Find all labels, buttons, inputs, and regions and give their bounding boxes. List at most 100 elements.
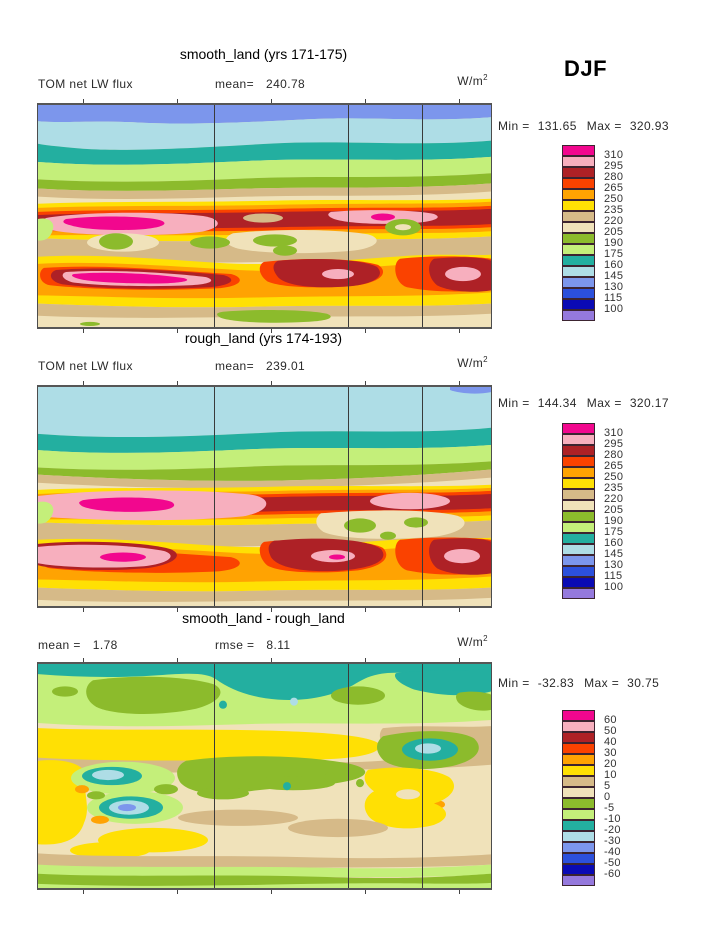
minmax-readout-difference: Min = -32.83 Max = 30.75 [498, 676, 723, 690]
colorbar-swatch [562, 156, 595, 167]
max-value: 320.93 [629, 119, 669, 133]
colorbar-swatch [562, 544, 595, 555]
colorbar-level-label: 115 [604, 292, 623, 304]
colorbar-swatch [562, 831, 595, 842]
colorbar-level-label: 265 [604, 460, 624, 472]
colorbar-level-label: -60 [604, 868, 621, 880]
map-rough-land [37, 381, 492, 612]
colorbar-swatch [562, 732, 595, 743]
colorbar-swatch [562, 255, 595, 266]
colorbar-level-label: 265 [604, 182, 624, 194]
map-gridline [214, 387, 215, 606]
colorbar-swatch [562, 566, 595, 577]
colorbar-level-label: 235 [604, 204, 624, 216]
map-difference [37, 658, 492, 894]
colorbar-swatch [562, 842, 595, 853]
colorbar-level-label: 280 [604, 171, 624, 183]
units-label: W/m2 [457, 355, 488, 370]
map-gridline [214, 664, 215, 888]
colorbar-level-label: 250 [604, 471, 624, 483]
colorbar-swatch [562, 853, 595, 864]
colorbar-level-label: 115 [604, 570, 623, 582]
colorbar-swatch [562, 288, 595, 299]
max-label: Max = [584, 676, 620, 690]
colorbar-level-label: 130 [604, 559, 624, 571]
axis-tick [177, 381, 178, 385]
axis-tick [83, 658, 84, 662]
colorbar-level-label: 190 [604, 515, 624, 527]
colorbar-level-label: 130 [604, 281, 624, 293]
mean-label: mean= [215, 359, 255, 373]
colorbar-swatch [562, 145, 595, 156]
colorbar-swatch [562, 277, 595, 288]
colorbar-level-label: 310 [604, 149, 624, 161]
axis-tick [271, 99, 272, 103]
colorbar-level-label: 205 [604, 504, 624, 516]
colorbar-swatch [562, 765, 595, 776]
field-label-text: TOM net LW flux [38, 359, 133, 373]
colorbar-level-label: 10 [604, 769, 617, 781]
stats-row-rough-land: TOM net LW flux mean= 239.01 W/m2 [37, 355, 490, 375]
mean-stat: mean= 239.01 [215, 359, 305, 373]
colorbar-level-label: 160 [604, 259, 624, 271]
colorbar-swatch [562, 467, 595, 478]
axis-tick [365, 381, 366, 385]
colorbar-rough-land: 310 295 280 265 250 235 220 205 190 175 160 145 130 1… [562, 423, 657, 601]
colorbar-level-label: 295 [604, 438, 624, 450]
stats-row-difference: mean = 1.78 rmse = 8.11 W/m2 [37, 634, 490, 654]
colorbar-swatch [562, 299, 595, 310]
mean-value: 239.01 [266, 359, 306, 373]
map-svg-difference [38, 664, 491, 888]
axis-tick [459, 608, 460, 612]
colorbar-swatch [562, 875, 595, 886]
axis-tick [271, 658, 272, 662]
rmse-stat: rmse = 8.11 [215, 638, 291, 652]
axis-tick [177, 890, 178, 894]
colorbar-swatch [562, 864, 595, 875]
colorbar-swatch [562, 710, 595, 721]
max-value: 320.17 [629, 396, 669, 410]
colorbar-level-label: 175 [604, 248, 624, 260]
colorbar-level-label: 310 [604, 427, 624, 439]
mean-stat: mean= 240.78 [215, 77, 305, 91]
axis-tick [83, 99, 84, 103]
axis-tick [271, 890, 272, 894]
colorbar-level-label: 5 [604, 780, 611, 792]
colorbar-level-label: 145 [604, 270, 624, 282]
max-label: Max = [586, 119, 622, 133]
colorbar-level-label: 205 [604, 226, 624, 238]
map-gridline [348, 664, 349, 888]
colorbar-swatch [562, 423, 595, 434]
colorbar-level-label: -20 [604, 824, 621, 836]
rmse-value: 8.11 [266, 638, 291, 652]
season-heading: DJF [563, 56, 608, 81]
colorbar-swatch [562, 798, 595, 809]
map-gridline [422, 105, 423, 327]
field-label: TOM net LW flux [38, 359, 145, 373]
axis-tick [459, 329, 460, 333]
map-gridline [422, 664, 423, 888]
minmax-readout-rough-land: Min = 144.34 Max = 320.17 [498, 396, 723, 410]
colorbar-swatch [562, 577, 595, 588]
axis-tick [83, 890, 84, 894]
colorbar-level-label: -40 [604, 846, 621, 858]
min-value: 144.34 [537, 396, 577, 410]
colorbar-level-label: -30 [604, 835, 621, 847]
axis-tick [365, 658, 366, 662]
colorbar-difference: 60 50 40 30 20 10 5 0 -5 -10 -20 -30 -40 -50 -60 [562, 710, 657, 888]
colorbar-swatch [562, 456, 595, 467]
axis-tick [177, 329, 178, 333]
colorbar-swatch [562, 743, 595, 754]
axis-tick [177, 608, 178, 612]
colorbar-smooth-land: 310 295 280 265 250 235 220 205 190 175 160 145 130 1… [562, 145, 657, 323]
colorbar-level-label: 175 [604, 526, 624, 538]
colorbar-level-label: 20 [604, 758, 617, 770]
rmse-label: rmse = [215, 638, 255, 652]
axis-tick [83, 329, 84, 333]
colorbar-swatch [562, 211, 595, 222]
colorbar-swatch [562, 533, 595, 544]
colorbar-level-label: 190 [604, 237, 624, 249]
colorbar-swatch [562, 310, 595, 321]
axis-tick [459, 890, 460, 894]
